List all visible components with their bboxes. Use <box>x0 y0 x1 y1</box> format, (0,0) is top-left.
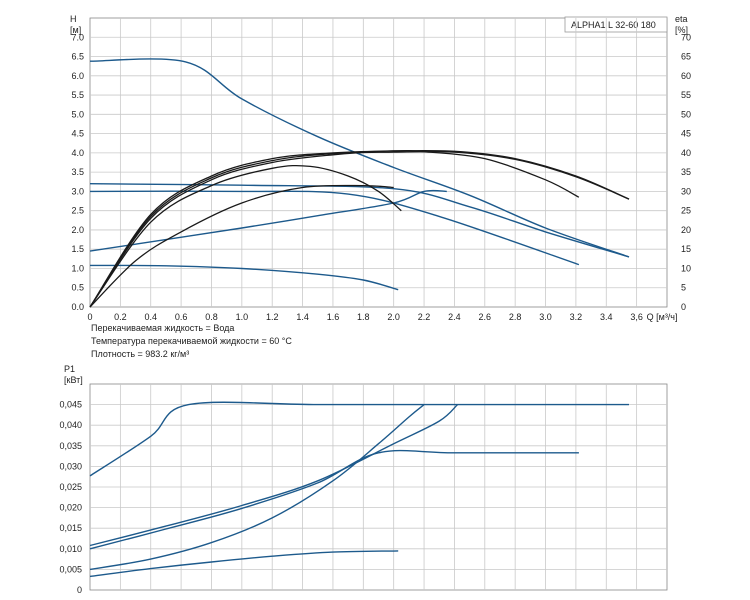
efficiency-curve <box>89 149 580 308</box>
power-tick-label: 0,020 <box>59 503 82 513</box>
x-tick-label: 3,6 <box>630 312 643 322</box>
eta-tick-label: 65 <box>681 52 691 62</box>
power-tick-label: 0,035 <box>59 441 82 451</box>
head-tick-label: 0.0 <box>71 302 84 312</box>
eta-tick-label: 35 <box>681 167 691 177</box>
head-tick-label: 6.0 <box>71 71 84 81</box>
head-axis-unit: [м] <box>70 25 81 35</box>
eta-tick-label: 55 <box>681 90 691 100</box>
head-tick-label: 4.5 <box>71 129 84 139</box>
eta-tick-label: 45 <box>681 129 691 139</box>
head-tick-label: 5.5 <box>71 90 84 100</box>
fluid-note: Перекачиваемая жидкость = Вода <box>91 323 234 333</box>
x-tick-label: 1.0 <box>236 312 249 322</box>
eta-tick-label: 30 <box>681 186 691 196</box>
legend-box <box>564 16 668 33</box>
performance-ticks: 0 0.2 0.4 0.6 0.8 1.0 1.2 1.4 1.6 1.8 2.0 2.2 2.4 2.6… <box>71 32 691 322</box>
power-curve <box>89 401 629 477</box>
x-tick-label: 0.8 <box>205 312 218 322</box>
head-curve <box>89 58 630 258</box>
power-ticks: 0 0,005 0,010 0,015 0,020 0,025 0,030 0,035 0,04… <box>59 400 82 595</box>
x-tick-label: 2.0 <box>387 312 400 322</box>
performance-curves <box>89 58 630 308</box>
head-tick-label: 7.0 <box>71 32 84 42</box>
power-tick-label: 0,010 <box>59 544 82 554</box>
eta-tick-label: 60 <box>681 71 691 81</box>
power-curve <box>89 404 458 547</box>
eta-tick-label: 50 <box>681 109 691 119</box>
eta-tick-label: 20 <box>681 225 691 235</box>
head-tick-label: 2.0 <box>71 225 84 235</box>
x-tick-label: 1.6 <box>327 312 340 322</box>
head-tick-label: 1.5 <box>71 244 84 254</box>
power-tick-label: 0,005 <box>59 564 82 574</box>
performance-grid <box>90 18 667 307</box>
x-tick-label: 0 <box>87 312 92 322</box>
head-tick-label: 6.5 <box>71 52 84 62</box>
x-tick-label: 2.8 <box>509 312 522 322</box>
x-tick-label: 1.8 <box>357 312 370 322</box>
eta-tick-label: 70 <box>681 32 691 42</box>
x-tick-label: 3.0 <box>539 312 552 322</box>
head-tick-label: 3.0 <box>71 186 84 196</box>
head-curve <box>89 264 399 291</box>
x-tick-label: 2.2 <box>418 312 431 322</box>
eta-tick-label: 40 <box>681 148 691 158</box>
eta-axis-label: eta <box>675 14 688 24</box>
eta-tick-label: 0 <box>681 302 686 312</box>
eta-tick-label: 5 <box>681 283 686 293</box>
flow-axis-label: Q [м³/ч] <box>647 312 678 322</box>
head-tick-label: 1.0 <box>71 263 84 273</box>
power-tick-label: 0,030 <box>59 461 82 471</box>
x-tick-label: 3.2 <box>570 312 583 322</box>
head-tick-label: 0.5 <box>71 283 84 293</box>
x-tick-label: 0.4 <box>144 312 157 322</box>
x-tick-label: 1.4 <box>296 312 309 322</box>
eta-tick-label: 15 <box>681 244 691 254</box>
eta-tick-label: 10 <box>681 263 691 273</box>
head-curve <box>89 183 630 258</box>
x-tick-label: 1.2 <box>266 312 279 322</box>
performance-plot-frame <box>89 17 668 308</box>
head-curve <box>89 190 580 266</box>
power-grid <box>90 384 667 590</box>
head-tick-label: 2.5 <box>71 206 84 216</box>
x-tick-label: 3.4 <box>600 312 613 322</box>
power-axis-label: P1 <box>64 364 75 374</box>
power-axis-unit: [кВт] <box>64 375 83 385</box>
efficiency-curve <box>89 149 630 308</box>
pump-model-label: ALPHA1 L 32-60 180 <box>571 20 656 30</box>
head-tick-label: 4.0 <box>71 148 84 158</box>
power-curve <box>89 449 579 550</box>
x-tick-label: 2.6 <box>479 312 492 322</box>
efficiency-curve <box>89 164 402 308</box>
power-tick-label: 0,045 <box>59 400 82 410</box>
head-tick-label: 5.0 <box>71 109 84 119</box>
density-note: Плотность = 983.2 кг/м³ <box>91 349 189 359</box>
head-curve <box>89 189 447 252</box>
power-curves <box>89 401 629 578</box>
power-tick-label: 0,040 <box>59 420 82 430</box>
power-tick-label: 0 <box>77 585 82 595</box>
power-tick-label: 0,015 <box>59 523 82 533</box>
eta-tick-label: 25 <box>681 206 691 216</box>
x-tick-label: 0.6 <box>175 312 188 322</box>
x-tick-label: 2.4 <box>448 312 461 322</box>
efficiency-curve <box>89 150 630 308</box>
x-tick-label: 0.2 <box>114 312 127 322</box>
power-curve <box>89 550 399 578</box>
power-tick-label: 0,025 <box>59 482 82 492</box>
eta-axis-unit: [%] <box>675 25 688 35</box>
temperature-note: Температура перекачиваемой жидкости = 60… <box>91 336 292 346</box>
head-tick-label: 3.5 <box>71 167 84 177</box>
head-axis-label: H <box>70 14 77 24</box>
power-curve <box>89 404 425 571</box>
efficiency-curve <box>89 184 394 308</box>
